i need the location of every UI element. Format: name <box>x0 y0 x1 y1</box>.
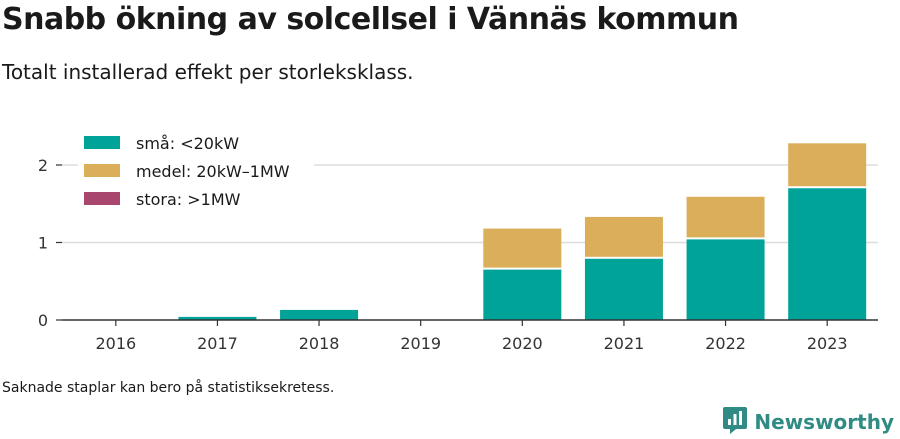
newsworthy-logo-icon <box>722 405 748 439</box>
bar-segment <box>483 228 562 268</box>
legend-swatch <box>84 192 120 205</box>
y-tick-label: 1 <box>38 234 48 253</box>
legend: små: <20kW medel: 20kW–1MW stora: >1MW <box>78 128 314 218</box>
bar-segment <box>686 196 765 238</box>
x-tick-label: 2017 <box>197 334 238 353</box>
bar-segment <box>788 188 867 320</box>
chart-title: Snabb ökning av solcellsel i Vännäs komm… <box>2 2 739 37</box>
brand-logo[interactable]: Newsworthy <box>722 405 894 439</box>
y-tick-label: 2 <box>38 156 48 175</box>
bar-segment <box>788 143 867 187</box>
legend-swatch <box>84 164 120 177</box>
axes: 0 1 2 2016 2017 2018 2019 2020 2021 2022 2023 <box>38 156 878 353</box>
bars <box>178 143 867 320</box>
legend-label: medel: 20kW–1MW <box>136 162 290 181</box>
x-tick-label: 2019 <box>400 334 441 353</box>
brand-name: Newsworthy <box>754 410 894 434</box>
y-tick-label: 0 <box>38 311 48 330</box>
chart-subtitle: Totalt installerad effekt per storlekskl… <box>2 60 414 84</box>
bar-segment <box>280 309 359 320</box>
legend-label: stora: >1MW <box>136 190 241 209</box>
footnote: Saknade staplar kan bero på statistiksek… <box>2 380 335 396</box>
bar-segment <box>584 216 663 257</box>
bar-segment <box>483 269 562 320</box>
bar-segment <box>686 239 765 320</box>
x-tick-label: 2018 <box>299 334 340 353</box>
legend-label: små: <20kW <box>136 134 239 153</box>
x-tick-label: 2022 <box>705 334 746 353</box>
x-tick-label: 2020 <box>502 334 543 353</box>
x-tick-label: 2016 <box>95 334 136 353</box>
legend-swatch <box>84 136 120 149</box>
bar-segment <box>178 316 257 320</box>
x-tick-label: 2021 <box>604 334 645 353</box>
x-tick-label: 2023 <box>807 334 848 353</box>
bar-segment <box>584 258 663 320</box>
